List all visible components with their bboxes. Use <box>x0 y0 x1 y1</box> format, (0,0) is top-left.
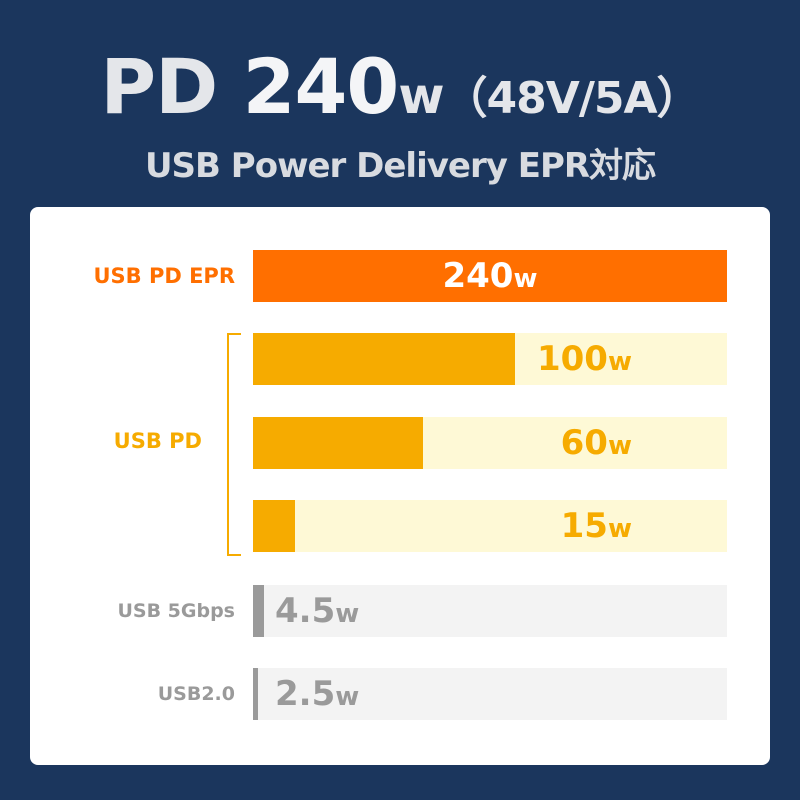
category-label: USB 5Gbps <box>117 600 235 622</box>
bar-track: 2.5w <box>253 668 727 720</box>
bar <box>253 417 424 469</box>
value-label: 4.5w <box>275 591 360 631</box>
chart-card: USB PD USB PD EPR 240w 100w 60w 15w USB 5Gbps… <box>30 207 770 765</box>
bar <box>253 250 727 302</box>
bar-row: USB2.0 2.5w <box>30 668 770 720</box>
bar <box>253 333 516 385</box>
bar-track: 4.5w <box>253 585 727 637</box>
bar-row: 15w <box>30 500 770 552</box>
group-label-usb-pd: USB PD <box>113 429 202 453</box>
page-title: PD 240w（48V/5A） <box>0 42 800 144</box>
bar-row: 60w <box>30 417 770 469</box>
bar <box>253 668 258 720</box>
bar-track: 100w <box>253 333 727 385</box>
value-label: 240w <box>442 256 538 296</box>
bar <box>253 500 296 552</box>
bar-row: USB PD EPR 240w <box>30 250 770 302</box>
title-unit: w <box>398 67 444 125</box>
value-label: 2.5w <box>275 674 360 714</box>
title-spec: （48V/5A） <box>443 73 701 124</box>
value-label: 60w <box>560 423 632 463</box>
value-label: 100w <box>536 339 632 379</box>
usb-pd-bracket <box>227 333 241 556</box>
bar <box>253 585 264 637</box>
value-label: 15w <box>560 506 632 546</box>
bar-track: 60w <box>253 417 727 469</box>
bar-row: 100w <box>30 333 770 385</box>
bar-track: 15w <box>253 500 727 552</box>
title-value: 240 <box>242 42 400 131</box>
category-label: USB PD EPR <box>93 264 235 288</box>
category-label: USB2.0 <box>157 683 235 705</box>
bar-track: 240w <box>253 250 727 302</box>
subtitle: USB Power Delivery EPR対応 <box>144 146 656 186</box>
bar-row: USB 5Gbps 4.5w <box>30 585 770 637</box>
title-prefix: PD <box>100 42 243 131</box>
